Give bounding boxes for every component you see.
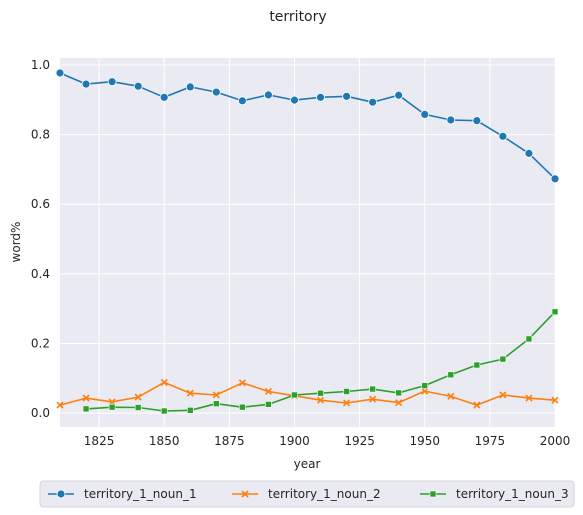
y-tick-label: 0.4 xyxy=(31,267,50,281)
data-point xyxy=(291,391,298,399)
data-point xyxy=(343,399,351,407)
data-point xyxy=(264,90,273,100)
x-tick-label: 1900 xyxy=(279,434,310,448)
data-point xyxy=(394,90,404,100)
series-line xyxy=(59,381,556,406)
data-point xyxy=(472,116,482,126)
data-point xyxy=(499,355,507,363)
data-point xyxy=(525,394,533,402)
data-point xyxy=(499,391,507,399)
data-point xyxy=(238,379,246,387)
x-axis-ticks: 1825 1850 1875 1900 1925 1950 1975 2000 xyxy=(84,434,570,448)
x-tick-label: 1950 xyxy=(409,434,440,448)
data-point xyxy=(160,378,168,387)
data-point xyxy=(134,404,142,411)
x-tick-label: 1850 xyxy=(149,434,180,448)
data-point xyxy=(317,389,324,397)
data-point xyxy=(551,396,559,404)
chart-title: territory xyxy=(269,9,326,25)
data-point xyxy=(185,82,195,92)
x-tick-label: 1925 xyxy=(344,434,375,448)
legend-box xyxy=(39,480,575,508)
legend-marker xyxy=(241,490,249,498)
legend-marker xyxy=(429,490,437,498)
data-point xyxy=(447,392,455,400)
data-point xyxy=(159,92,169,102)
legend-item: territory_1_noun_1 xyxy=(48,487,197,501)
data-point xyxy=(421,382,429,389)
x-tick-label: 1975 xyxy=(475,434,506,448)
x-tick-label: 2000 xyxy=(540,434,571,448)
data-point xyxy=(368,97,378,107)
legend-label: territory_1_noun_2 xyxy=(268,487,381,501)
data-point xyxy=(421,387,429,395)
x-tick-label: 1875 xyxy=(214,434,245,448)
data-point xyxy=(316,396,325,404)
grid-lines xyxy=(60,58,556,427)
data-point xyxy=(446,115,456,125)
data-point xyxy=(343,388,350,395)
data-point xyxy=(186,406,194,414)
legend-label: territory_1_noun_1 xyxy=(84,487,197,501)
legend-item: territory_1_noun_2 xyxy=(232,487,381,501)
data-point xyxy=(133,81,143,91)
plot-area xyxy=(60,58,555,427)
data-point xyxy=(395,399,403,407)
legend-marker xyxy=(56,489,66,499)
data-point xyxy=(550,174,560,184)
y-tick-label: 0.2 xyxy=(31,336,50,350)
data-point xyxy=(316,92,325,102)
data-point xyxy=(498,131,508,141)
data-point xyxy=(473,361,481,369)
data-point xyxy=(369,395,377,403)
legend: territory_1_noun_1 territory_1_noun_2 terr… xyxy=(39,480,575,508)
data-point xyxy=(108,403,116,411)
y-tick-label: 1.0 xyxy=(31,58,50,72)
x-axis-label: year xyxy=(294,457,321,471)
data-point xyxy=(395,389,402,397)
data-point xyxy=(211,87,221,97)
series-territory_1_noun_1 xyxy=(55,68,560,184)
y-axis-label: word% xyxy=(9,222,23,263)
y-axis-ticks: 0.0 0.2 0.4 0.6 0.8 1.0 xyxy=(31,58,50,420)
data-point xyxy=(82,405,90,413)
data-point xyxy=(107,77,117,87)
data-point xyxy=(82,394,90,402)
y-tick-label: 0.0 xyxy=(31,406,50,420)
data-point xyxy=(134,393,142,401)
data-point xyxy=(55,68,65,78)
data-point xyxy=(524,148,534,158)
data-point xyxy=(239,403,246,411)
data-point xyxy=(265,401,272,408)
y-tick-label: 0.6 xyxy=(31,197,50,211)
series-territory_1_noun_3 xyxy=(82,308,559,415)
data-point xyxy=(213,400,220,407)
legend-label: territory_1_noun_3 xyxy=(456,487,569,501)
data-point xyxy=(525,335,533,343)
data-point xyxy=(212,391,220,399)
data-point xyxy=(264,387,272,396)
data-point xyxy=(551,308,559,316)
data-point xyxy=(342,91,351,101)
data-point xyxy=(81,79,91,89)
data-point xyxy=(369,385,376,393)
y-tick-label: 0.8 xyxy=(31,128,50,142)
data-point xyxy=(237,96,247,106)
data-point xyxy=(160,407,168,415)
data-point xyxy=(186,389,194,397)
data-point xyxy=(447,371,455,379)
data-point xyxy=(56,401,64,409)
data-point xyxy=(420,109,430,119)
legend-item: territory_1_noun_3 xyxy=(420,487,569,501)
x-tick-label: 1825 xyxy=(84,434,115,448)
series-layer xyxy=(55,68,560,415)
data-point xyxy=(473,401,481,409)
data-point xyxy=(290,95,299,105)
